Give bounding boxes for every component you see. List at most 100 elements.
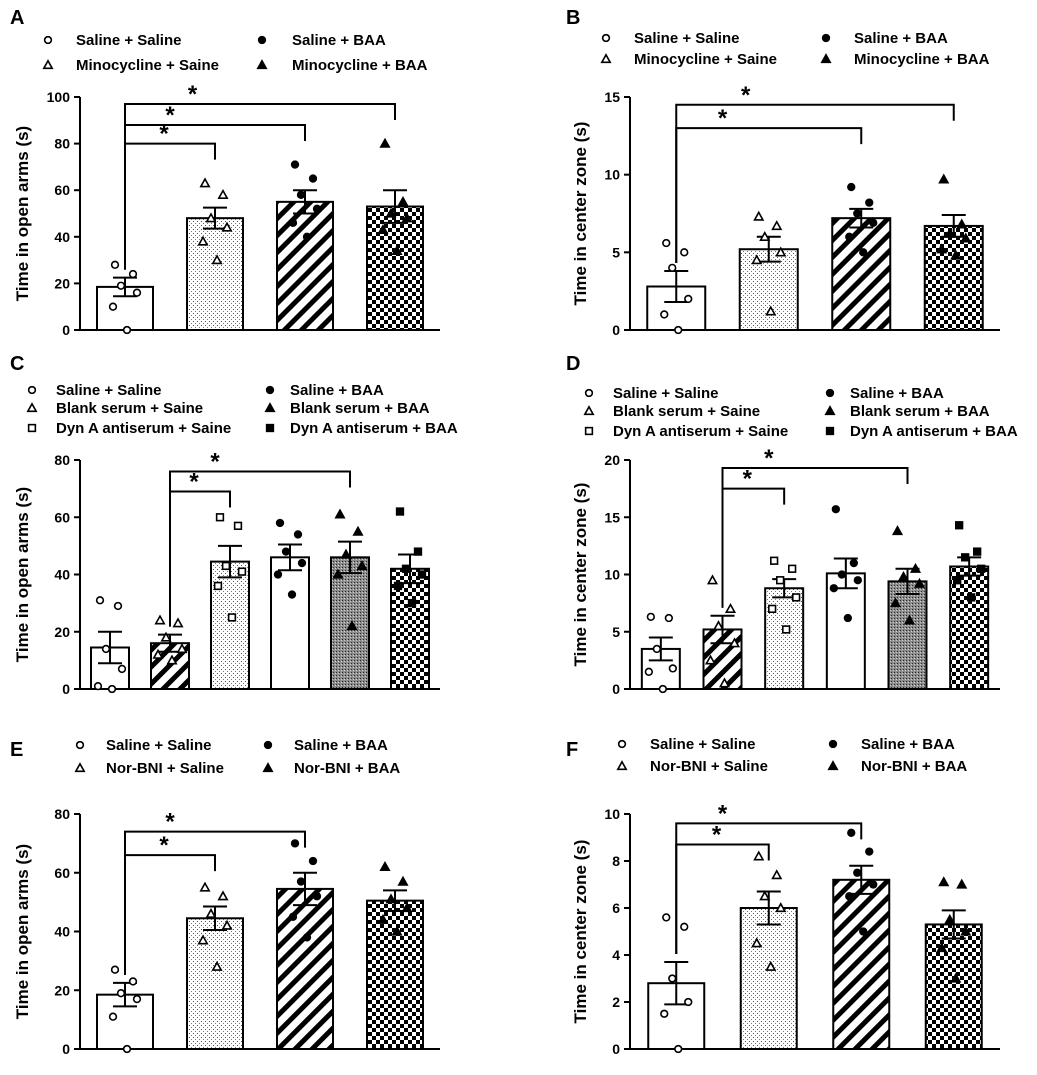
- legend-item: Saline + Saline: [75, 737, 211, 754]
- data-point: [287, 590, 297, 599]
- data-point: [849, 558, 858, 568]
- legend-marker: [257, 35, 267, 45]
- legend-item: Blank serum + Saine: [26, 400, 203, 417]
- data-point: [792, 593, 801, 602]
- legend-marker: [583, 405, 595, 416]
- data-point: [290, 160, 300, 169]
- data-point: [859, 927, 868, 936]
- legend-marker: [825, 426, 835, 436]
- data-point: [293, 530, 303, 539]
- bar: [923, 224, 984, 331]
- legend-marker: [825, 388, 835, 398]
- bracket-line: [124, 830, 306, 975]
- y-axis-label: Time in open arms (s): [13, 844, 32, 1019]
- bar-group: [366, 861, 424, 1050]
- data-point: [668, 263, 677, 273]
- data-point: [869, 880, 878, 889]
- data-point: [751, 937, 763, 948]
- bar-group: [646, 238, 707, 335]
- data-point: [199, 177, 211, 188]
- data-point: [417, 570, 427, 579]
- panel-letter: B: [566, 7, 580, 29]
- data-point: [706, 574, 719, 585]
- legend-item: Saline + BAA: [257, 32, 386, 49]
- bar-group: [90, 596, 130, 694]
- legend-item: Saline + Saline: [617, 736, 755, 753]
- data-point: [775, 246, 787, 257]
- data-point: [847, 182, 856, 192]
- y-tick-label: 60: [54, 182, 70, 198]
- panel-e: E Saline + Saline Saline + BAA Nor-BNI + Sa…: [10, 737, 440, 1057]
- y-axis-label: Time in center zone (s): [571, 840, 590, 1024]
- data-point: [215, 513, 225, 522]
- data-point: [865, 198, 874, 207]
- data-point: [776, 576, 785, 585]
- data-point: [288, 218, 298, 227]
- data-point: [413, 547, 423, 556]
- bracket-line: [675, 103, 955, 263]
- data-point: [680, 248, 689, 257]
- legend-item: Saline + BAA: [263, 737, 388, 754]
- y-tick-label: 5: [612, 244, 620, 260]
- legend-item: Saline + BAA: [825, 385, 944, 402]
- panel-letter: E: [10, 739, 23, 761]
- legend-item: Blank serum + Saine: [583, 403, 760, 420]
- data-point: [782, 625, 791, 634]
- y-tick-label: 0: [62, 322, 70, 338]
- legend-label: Nor-BNI + Saline: [106, 760, 224, 777]
- data-point: [108, 302, 118, 311]
- data-point: [961, 553, 970, 562]
- data-point: [312, 892, 322, 901]
- data-point: [296, 190, 306, 200]
- data-point: [101, 644, 111, 654]
- data-point: [160, 631, 172, 642]
- bar-group: [739, 850, 798, 1050]
- y-axis-label: Time in center zone (s): [571, 122, 590, 306]
- data-point: [352, 525, 364, 536]
- bar-group: [96, 965, 154, 1054]
- legend-marker: [263, 740, 273, 750]
- legend-label: Blank serum + Saine: [613, 403, 760, 420]
- data-point: [116, 989, 126, 998]
- data-point: [172, 617, 184, 628]
- data-point: [865, 847, 874, 856]
- y-tick-label: 20: [54, 982, 70, 998]
- data-point: [407, 598, 417, 608]
- y-tick-label: 20: [604, 452, 620, 468]
- data-point: [903, 614, 916, 625]
- significance-star: *: [159, 832, 169, 859]
- data-point: [302, 232, 312, 241]
- data-point: [853, 868, 862, 877]
- data-point: [117, 664, 127, 674]
- data-point: [205, 212, 217, 223]
- data-point: [379, 137, 391, 148]
- panel-b: B Saline + Saline Saline + BAA Minocycline …: [566, 7, 1000, 338]
- data-point: [765, 305, 777, 316]
- data-point: [108, 1012, 118, 1021]
- data-point: [346, 620, 358, 631]
- data-point: [302, 933, 312, 942]
- legend-marker: [600, 53, 612, 64]
- legend-item: Dyn A antiserum + BAA: [825, 423, 1018, 440]
- data-point: [771, 220, 783, 231]
- data-point: [770, 556, 779, 565]
- data-point: [217, 890, 229, 901]
- y-axis-label: Time in open arms (s): [13, 126, 32, 301]
- y-tick-label: 8: [612, 853, 620, 869]
- data-point: [273, 570, 283, 579]
- data-point: [950, 972, 962, 983]
- legend-item: Saline + BAA: [821, 30, 948, 47]
- data-point: [938, 876, 950, 887]
- data-point: [936, 942, 948, 953]
- significance-star: *: [189, 468, 199, 495]
- bar-group: [832, 828, 891, 1050]
- panel-letter: F: [566, 739, 578, 761]
- legend-label: Saline + BAA: [290, 382, 384, 399]
- data-point: [152, 648, 164, 659]
- legend-label: Blank serum + BAA: [290, 400, 430, 417]
- significance-bracket: *: [675, 800, 863, 955]
- data-point: [668, 974, 677, 983]
